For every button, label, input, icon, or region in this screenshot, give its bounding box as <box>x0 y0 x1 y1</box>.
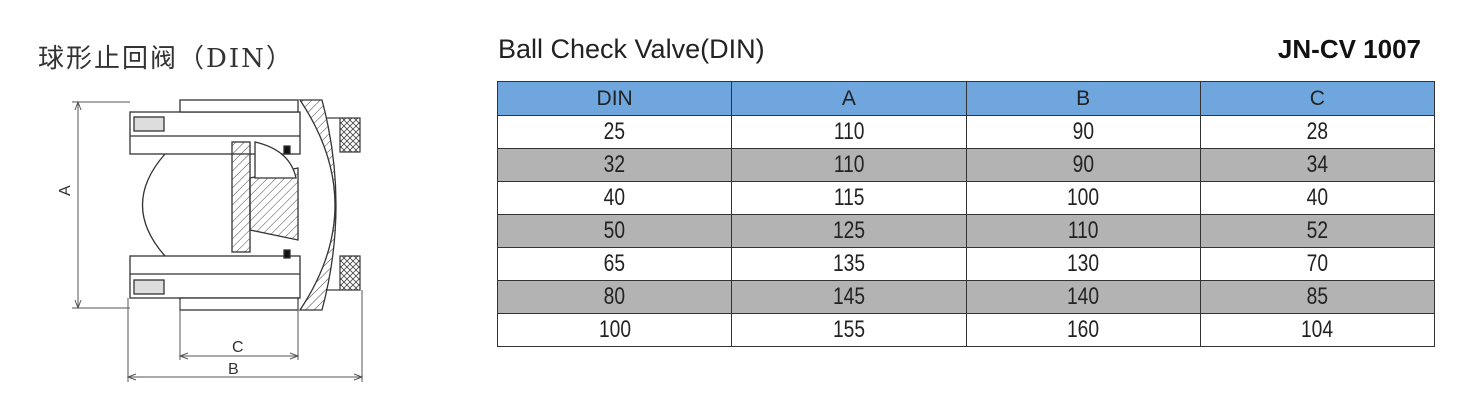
column-header-din: DIN <box>496 81 733 116</box>
table-row: 25 110 90 28 <box>496 115 1436 149</box>
dimension-c <box>178 300 300 360</box>
table-header-row: DIN A B C <box>496 81 1436 116</box>
body-section <box>298 99 337 311</box>
spec-table: DIN A B C 25 110 90 28 32 110 90 34 40 1… <box>496 81 1436 347</box>
cell-b: 160 <box>965 313 1201 347</box>
cell-c: 85 <box>1199 280 1436 314</box>
cage <box>231 141 299 259</box>
title-english: Ball Check Valve(DIN) <box>498 34 765 64</box>
table-row: 50 125 110 52 <box>496 214 1436 248</box>
valve-drawing: A C <box>57 99 364 382</box>
cell-a: 125 <box>731 214 967 248</box>
cell-c: 40 <box>1199 181 1436 215</box>
table-row: 100 155 160 104 <box>496 313 1436 347</box>
column-header-c: C <box>1199 81 1436 116</box>
cell-a: 155 <box>731 313 967 347</box>
table-row: 80 145 140 85 <box>496 280 1436 314</box>
cell-din: 25 <box>496 115 733 149</box>
cell-c: 52 <box>1199 214 1436 248</box>
cell-a: 110 <box>731 148 967 182</box>
cell-din: 50 <box>496 214 733 248</box>
cell-a: 145 <box>731 280 967 314</box>
cell-din: 100 <box>496 313 733 347</box>
table-row: 40 115 100 40 <box>496 181 1436 215</box>
cell-b: 140 <box>965 280 1201 314</box>
model-number: JN-CV 1007 <box>1277 34 1421 64</box>
table-row: 65 135 130 70 <box>496 247 1436 281</box>
top-flange <box>129 99 301 155</box>
cell-b: 130 <box>965 247 1201 281</box>
cell-din: 40 <box>496 181 733 215</box>
cell-din: 80 <box>496 280 733 314</box>
cell-c: 70 <box>1199 247 1436 281</box>
cell-c: 34 <box>1199 148 1436 182</box>
label-c: C <box>232 339 244 356</box>
cell-a: 135 <box>731 247 967 281</box>
cell-c: 104 <box>1199 313 1436 347</box>
bolt-nuts <box>326 117 361 291</box>
title-chinese: 球形止回阀（DIN） <box>38 44 294 74</box>
cell-din: 32 <box>496 148 733 182</box>
label-a: A <box>57 185 74 196</box>
cell-din: 65 <box>496 247 733 281</box>
cell-b: 110 <box>965 214 1201 248</box>
bottom-flange <box>129 255 301 311</box>
cell-a: 115 <box>731 181 967 215</box>
ball-outline <box>141 153 166 257</box>
cell-b: 90 <box>965 115 1201 149</box>
cell-a: 110 <box>731 115 967 149</box>
cell-b: 90 <box>965 148 1201 182</box>
label-b: B <box>228 361 239 378</box>
column-header-a: A <box>731 81 967 116</box>
dimension-b <box>126 290 364 382</box>
column-header-b: B <box>965 81 1201 116</box>
dimension-a <box>72 100 130 310</box>
cell-c: 28 <box>1199 115 1436 149</box>
table-row: 32 110 90 34 <box>496 148 1436 182</box>
cell-b: 100 <box>965 181 1201 215</box>
